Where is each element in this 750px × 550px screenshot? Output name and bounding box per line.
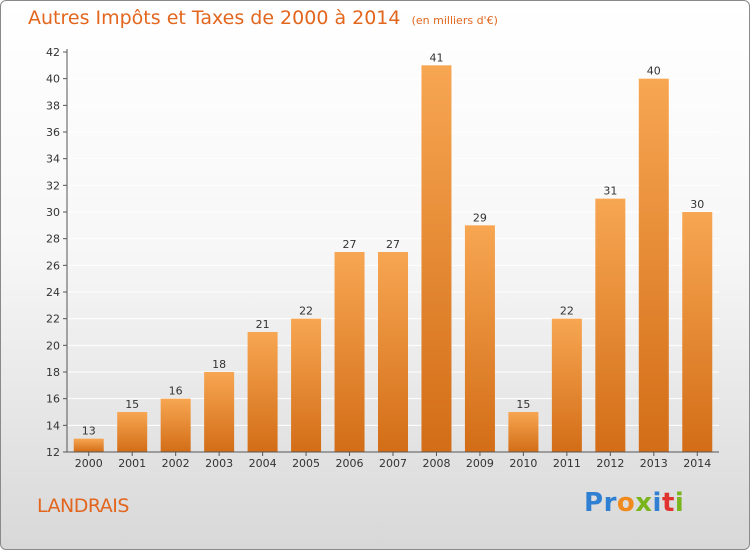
data-label: 22 <box>560 305 574 318</box>
y-tick-label: 28 <box>46 233 60 246</box>
x-tick-label: 2007 <box>379 457 407 470</box>
logo-letter: x <box>635 488 653 518</box>
y-tick-label: 32 <box>46 179 60 192</box>
x-tick-label: 2001 <box>118 457 146 470</box>
proxiti-logo[interactable]: Proxiti <box>584 488 684 518</box>
data-label: 22 <box>299 305 313 318</box>
x-tick-label: 2004 <box>249 457 277 470</box>
data-label: 30 <box>690 198 704 211</box>
logo-letter: o <box>616 488 636 518</box>
x-tick-label: 2002 <box>162 457 190 470</box>
title-row: Autres Impôts et Taxes de 2000 à 2014 (e… <box>28 7 498 29</box>
data-label: 15 <box>516 398 530 411</box>
y-tick-label: 36 <box>46 126 60 139</box>
bar-2008[interactable] <box>421 65 452 452</box>
bar-2005[interactable] <box>291 318 322 452</box>
bar-2010[interactable] <box>508 412 539 452</box>
y-tick-label: 22 <box>46 313 60 326</box>
bar-2002[interactable] <box>160 398 191 452</box>
bar-2012[interactable] <box>595 198 626 452</box>
data-label: 41 <box>429 51 443 64</box>
data-label: 15 <box>125 398 139 411</box>
bar-2003[interactable] <box>204 372 235 452</box>
y-tick-label: 14 <box>46 419 60 432</box>
data-label: 27 <box>386 238 400 251</box>
data-label: 13 <box>82 425 96 438</box>
bar-2000[interactable] <box>73 438 104 452</box>
chart-title: Autres Impôts et Taxes de 2000 à 2014 <box>28 7 401 29</box>
commune-name: LANDRAIS <box>37 495 129 517</box>
data-label: 16 <box>169 385 183 398</box>
y-tick-label: 34 <box>46 153 60 166</box>
y-tick-label: 24 <box>46 286 60 299</box>
x-tick-label: 2013 <box>640 457 668 470</box>
x-tick-label: 2000 <box>75 457 103 470</box>
y-tick-label: 20 <box>46 339 60 352</box>
y-tick-label: 30 <box>46 206 60 219</box>
axes: 12 14 16 18 20 22 24 26 28 30 32 34 36 38 40 42 2000 2001… <box>46 46 719 470</box>
bar-2009[interactable] <box>464 225 495 452</box>
data-label: 29 <box>473 211 487 224</box>
bar-2011[interactable] <box>551 318 582 452</box>
bar-2004[interactable] <box>247 332 278 452</box>
logo-letter: i <box>674 488 685 518</box>
logo-letter: r <box>603 488 617 518</box>
y-tick-label: 38 <box>46 99 60 112</box>
logo-letter: t <box>661 488 675 518</box>
y-tick-label: 16 <box>46 393 60 406</box>
x-tick-label: 2012 <box>596 457 624 470</box>
data-label: 31 <box>603 185 617 198</box>
bar-2007[interactable] <box>378 252 408 452</box>
logo-letter: i <box>652 488 662 518</box>
y-tick-label: 40 <box>46 73 60 86</box>
y-tick-label: 12 <box>46 446 60 459</box>
chart-subtitle: (en milliers d'€) <box>411 14 498 27</box>
x-tick-label: 2010 <box>509 457 537 470</box>
x-tick-label: 2009 <box>466 457 494 470</box>
data-label: 18 <box>212 358 226 371</box>
x-tick-label: 2006 <box>336 457 364 470</box>
bar-2013[interactable] <box>638 78 669 453</box>
y-tick-label: 42 <box>46 46 60 59</box>
bar-2014[interactable] <box>682 212 713 452</box>
data-label: 27 <box>343 238 357 251</box>
x-tick-label: 2008 <box>422 457 450 470</box>
x-tick-label: 2005 <box>292 457 320 470</box>
bar-2006[interactable] <box>334 252 365 452</box>
data-label: 40 <box>647 65 661 78</box>
bar-2001[interactable] <box>117 412 148 452</box>
y-tick-label: 26 <box>46 259 60 272</box>
bars <box>73 65 713 453</box>
logo-letter: P <box>584 488 604 518</box>
x-tick-label: 2003 <box>205 457 233 470</box>
data-label: 21 <box>256 318 270 331</box>
x-tick-label: 2011 <box>553 457 581 470</box>
y-tick-label: 18 <box>46 366 60 379</box>
data-labels: 13 15 16 18 21 22 27 27 41 29 15 22 31 40 30 <box>82 51 705 437</box>
x-tick-label: 2014 <box>683 457 711 470</box>
